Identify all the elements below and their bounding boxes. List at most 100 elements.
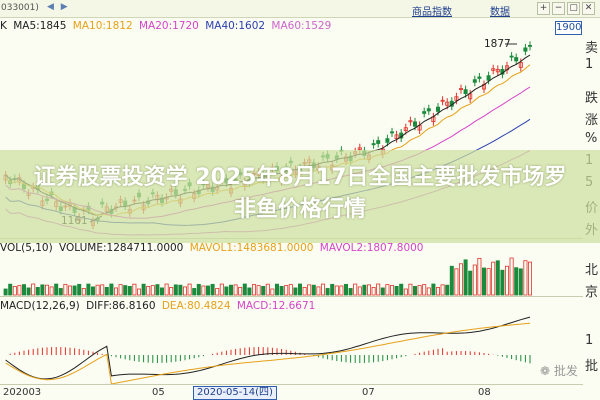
volume-bar: [201, 285, 206, 296]
volume-bar: [357, 286, 362, 296]
dea-value: DEA:80.4824: [161, 300, 231, 312]
volume-bar: [454, 268, 459, 296]
candle-body: [385, 138, 390, 143]
volume-bar: [210, 283, 215, 296]
mavol1-value: MAVOL1:1483681.0000: [189, 242, 314, 254]
volume-bar: [371, 286, 376, 296]
volume-bar: [445, 284, 450, 296]
macd-value: MACD:12.6671: [236, 300, 316, 312]
date-axis: 202003 05 07 08 2020-05-14(四): [0, 384, 583, 400]
volume-bar: [8, 283, 13, 296]
volume-bar: [219, 283, 224, 296]
volume-bar: [114, 287, 119, 296]
volume-bar: [72, 285, 77, 296]
volume-bar: [504, 265, 509, 296]
side-char: 跌: [585, 91, 599, 106]
volume-bar: [274, 283, 279, 296]
price-axis-top-label: 1900: [555, 21, 582, 35]
candle-body: [495, 69, 500, 73]
candle-body: [435, 106, 440, 112]
add-icon[interactable]: +: [537, 2, 550, 15]
volume-bar: [417, 285, 422, 296]
volume-bar: [81, 288, 86, 296]
volume-bar: [472, 264, 477, 296]
vol-indicator-name: VOL(5,10): [0, 242, 53, 254]
date-label: 08: [478, 387, 491, 398]
side-char: %: [585, 131, 598, 146]
side-char: 1: [585, 333, 594, 348]
candle-body: [477, 76, 482, 79]
volume-bar: [261, 286, 266, 296]
close-icon[interactable]: ✕: [582, 2, 595, 15]
volume-bar: [118, 284, 123, 296]
volume-bar: [265, 283, 270, 296]
volume-bar: [514, 267, 519, 296]
candle-body: [422, 111, 427, 114]
volume-bar: [155, 284, 160, 296]
candle-body: [509, 55, 514, 58]
candle-body: [357, 147, 362, 151]
volume-bar: [463, 259, 468, 296]
volume-bar: [385, 284, 390, 296]
volume-bar: [316, 286, 321, 296]
volume-bar: [233, 284, 238, 296]
volume-bar: [49, 286, 54, 296]
volume-bar: [366, 284, 371, 296]
volume-bar: [435, 287, 440, 296]
volume-bar: [376, 283, 381, 296]
volume-bar: [449, 265, 454, 296]
side-char: 京: [585, 285, 599, 300]
volume-bar: [164, 283, 169, 296]
volume-bar: [35, 287, 40, 296]
volume-legend: VOL(5,10) VOLUME:1284711.0000 MAVOL1:148…: [0, 242, 426, 254]
volume-bar: [127, 286, 132, 296]
maximize-icon[interactable]: ▢: [567, 2, 580, 15]
macd-legend: MACD(12,26,9) DIFF:86.8160 DEA:80.4824 M…: [0, 300, 318, 312]
data-link[interactable]: 数据: [490, 7, 510, 18]
macd-histogram: [9, 347, 531, 364]
volume-bar: [523, 260, 528, 296]
volume-bar: [192, 288, 197, 296]
volume-bar: [412, 286, 417, 296]
volume-bar: [320, 283, 325, 296]
volume-bar: [270, 288, 275, 296]
volume-bar: [100, 284, 105, 296]
macd-lines: [5, 316, 531, 384]
volume-bar: [173, 284, 178, 296]
date-cursor-label: 2020-05-14(四): [193, 386, 277, 400]
volume-bar: [132, 283, 137, 296]
volume-bar: [343, 283, 348, 296]
nav-arrows-icon[interactable]: ◀ ▶: [47, 2, 70, 12]
candle-body: [371, 143, 376, 146]
volume-bar: [215, 288, 220, 296]
volume-bar: [77, 283, 82, 296]
volume-bar: [468, 270, 473, 296]
date-label: 05: [152, 387, 165, 398]
candle-body: [426, 108, 431, 112]
ma60-value: MA60:1529: [271, 20, 332, 32]
volume-bar: [109, 283, 114, 296]
candle-body: [458, 88, 463, 90]
volume-value: VOLUME:1284711.0000: [59, 242, 184, 254]
volume-bar: [17, 285, 22, 296]
volume-bar: [486, 268, 491, 296]
volume-bar: [228, 284, 233, 296]
volume-bar: [26, 287, 31, 296]
volume-bars: [3, 257, 533, 296]
volume-bar: [334, 285, 339, 296]
volume-bar: [242, 283, 247, 296]
quote-link[interactable]: 商品指数: [412, 7, 452, 18]
volume-bar: [284, 285, 289, 296]
volume-bar: [380, 287, 385, 296]
volume-bar: [3, 288, 8, 296]
volume-bar: [509, 257, 514, 296]
volume-bar: [440, 284, 445, 296]
diff-value: DIFF:86.8160: [86, 300, 156, 312]
volume-bar: [247, 287, 252, 296]
minimize-icon[interactable]: −: [552, 2, 565, 15]
volume-bar: [150, 285, 155, 296]
volume-bar: [491, 261, 496, 296]
volume-bar: [68, 285, 73, 296]
ma40-value: MA40:1602: [205, 20, 266, 32]
